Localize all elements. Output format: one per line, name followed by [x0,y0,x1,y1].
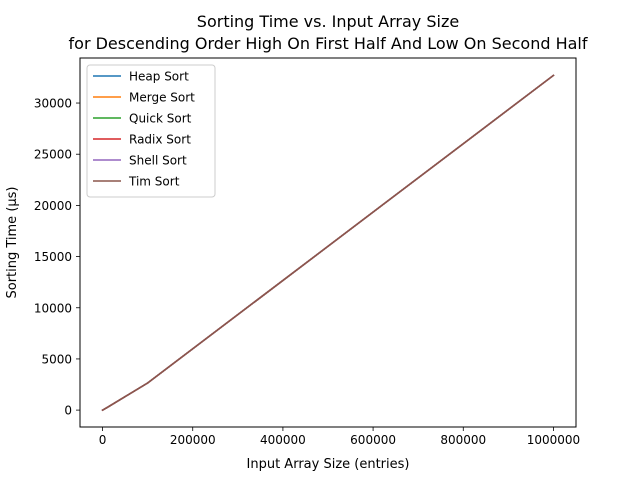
x-tick-label: 1000000 [527,433,580,447]
y-tick-label: 20000 [34,199,72,213]
y-axis-label: Sorting Time (µs) [5,186,20,298]
x-axis: 0 200000 400000 600000 800000 1000000 [99,427,580,447]
x-tick-label: 200000 [170,433,216,447]
legend-box [86,64,216,198]
legend-label: Heap Sort [129,70,189,84]
y-tick-label: 15000 [34,250,72,264]
x-tick-label: 600000 [350,433,396,447]
legend-label: Quick Sort [129,112,192,126]
legend-label: Radix Sort [129,133,191,147]
x-axis-label: Input Array Size (entries) [247,457,410,472]
legend: Heap Sort Merge Sort Quick Sort Radix Sort S… [86,64,216,198]
y-tick-label: 30000 [34,97,72,111]
x-tick-label: 0 [99,433,107,447]
legend-label: Tim Sort [128,175,180,189]
series-line-5 [101,74,555,412]
plot-area-frame [79,57,577,428]
legend-label: Merge Sort [129,91,195,105]
y-tick-label: 25000 [34,148,72,162]
y-tick-label: 10000 [34,301,72,315]
y-tick-label: 0 [64,404,72,418]
series-layer [101,74,555,412]
y-axis: 0 5000 10000 15000 20000 25000 30000 [34,97,80,418]
x-tick-label: 800000 [440,433,486,447]
y-tick-label: 5000 [41,352,72,366]
x-tick-label: 400000 [260,433,306,447]
legend-label: Shell Sort [129,154,187,168]
chart-title-line-2: for Descending Order High On First Half … [69,34,588,53]
chart-title-line-1: Sorting Time vs. Input Array Size [197,12,459,31]
